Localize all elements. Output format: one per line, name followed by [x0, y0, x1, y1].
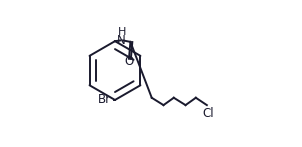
Text: Cl: Cl — [203, 107, 214, 120]
Text: H: H — [117, 27, 126, 37]
Text: N: N — [117, 34, 126, 47]
Text: Br: Br — [98, 93, 111, 106]
Text: O: O — [124, 55, 133, 67]
